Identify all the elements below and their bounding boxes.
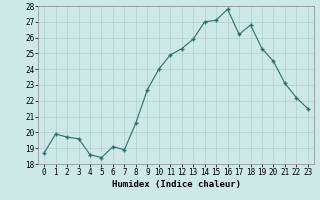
X-axis label: Humidex (Indice chaleur): Humidex (Indice chaleur) <box>111 180 241 189</box>
